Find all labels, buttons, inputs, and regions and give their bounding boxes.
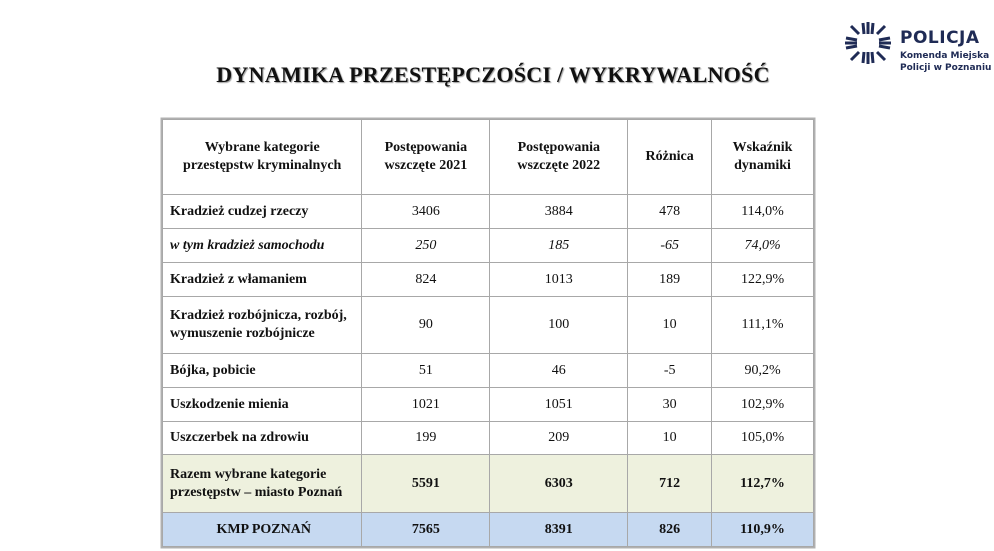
table-row: Kradzież rozbójnicza, rozbój, wymuszenie… bbox=[161, 296, 814, 354]
value-difference: 712 bbox=[627, 454, 713, 513]
crime-dynamics-table: Wybrane kategorie przestępstw kryminalny… bbox=[161, 119, 814, 547]
table-row: Uszkodzenie mienia 1021 1051 30 102,9% bbox=[161, 387, 814, 422]
value-2022: 3884 bbox=[489, 194, 629, 229]
value-2022: 185 bbox=[489, 228, 629, 263]
row-category: Kradzież cudzej rzeczy bbox=[161, 194, 363, 229]
value-2022: 6303 bbox=[489, 454, 629, 513]
table-row: Razem wybrane kategorie przestępstw – mi… bbox=[161, 454, 814, 513]
row-category: Razem wybrane kategorie przestępstw – mi… bbox=[161, 454, 363, 513]
value-2021: 51 bbox=[361, 353, 491, 388]
police-logo: POLICJA Komenda Miejska Policji w Poznan… bbox=[843, 18, 993, 83]
value-difference: -5 bbox=[627, 353, 713, 388]
value-dynamics: 111,1% bbox=[711, 296, 814, 354]
value-2021: 90 bbox=[361, 296, 491, 354]
table-row: KMP POZNAŃ 7565 8391 826 110,9% bbox=[161, 512, 814, 547]
value-dynamics: 102,9% bbox=[711, 387, 814, 422]
table-row: Uszczerbek na zdrowiu 199 209 10 105,0% bbox=[161, 421, 814, 455]
value-dynamics: 122,9% bbox=[711, 262, 814, 297]
value-2021: 1021 bbox=[361, 387, 491, 422]
value-dynamics: 74,0% bbox=[711, 228, 814, 263]
value-2022: 8391 bbox=[489, 512, 629, 547]
table-row: w tym kradzież samochodu 250 185 -65 74,0% bbox=[161, 228, 814, 263]
value-2021: 3406 bbox=[361, 194, 491, 229]
row-category: KMP POZNAŃ bbox=[161, 512, 363, 547]
logo-line2: Policji w Poznaniu bbox=[900, 63, 992, 73]
table-row: Kradzież z włamaniem 824 1013 189 122,9% bbox=[161, 262, 814, 297]
value-dynamics: 114,0% bbox=[711, 194, 814, 229]
header-difference: Różnica bbox=[627, 119, 713, 195]
table-row: Bójka, pobicie 51 46 -5 90,2% bbox=[161, 353, 814, 388]
table-row: Kradzież cudzej rzeczy 3406 3884 478 114,0% bbox=[161, 194, 814, 229]
value-difference: 189 bbox=[627, 262, 713, 297]
row-category: Uszczerbek na zdrowiu bbox=[161, 421, 363, 455]
value-2021: 250 bbox=[361, 228, 491, 263]
row-category: Kradzież rozbójnicza, rozbój, wymuszenie… bbox=[161, 296, 363, 354]
value-2021: 824 bbox=[361, 262, 491, 297]
value-2021: 199 bbox=[361, 421, 491, 455]
value-2022: 100 bbox=[489, 296, 629, 354]
value-dynamics: 90,2% bbox=[711, 353, 814, 388]
value-difference: 478 bbox=[627, 194, 713, 229]
value-2022: 46 bbox=[489, 353, 629, 388]
value-2021: 5591 bbox=[361, 454, 491, 513]
value-dynamics: 110,9% bbox=[711, 512, 814, 547]
header-category: Wybrane kategorie przestępstw kryminalny… bbox=[161, 119, 363, 195]
row-category: w tym kradzież samochodu bbox=[161, 228, 363, 263]
value-difference: -65 bbox=[627, 228, 713, 263]
row-category: Bójka, pobicie bbox=[161, 353, 363, 388]
police-star-icon bbox=[845, 22, 891, 64]
value-difference: 10 bbox=[627, 296, 713, 354]
table-header-row: Wybrane kategorie przestępstw kryminalny… bbox=[161, 119, 814, 195]
slide-title: DYNAMIKA PRZESTĘPCZOŚCI / WYKRYWALNOŚĆ bbox=[216, 62, 770, 87]
value-2022: 1013 bbox=[489, 262, 629, 297]
logo-line1: Komenda Miejska bbox=[900, 51, 990, 61]
row-category: Kradzież z włamaniem bbox=[161, 262, 363, 297]
value-2022: 1051 bbox=[489, 387, 629, 422]
value-difference: 30 bbox=[627, 387, 713, 422]
logo-name: POLICJA bbox=[900, 28, 980, 48]
value-difference: 826 bbox=[627, 512, 713, 547]
header-dynamics: Wskaźnik dynamiki bbox=[711, 119, 814, 195]
value-dynamics: 105,0% bbox=[711, 421, 814, 455]
header-2022: Postępowania wszczęte 2022 bbox=[489, 119, 629, 195]
row-category: Uszkodzenie mienia bbox=[161, 387, 363, 422]
value-2022: 209 bbox=[489, 421, 629, 455]
value-difference: 10 bbox=[627, 421, 713, 455]
header-2021: Postępowania wszczęte 2021 bbox=[361, 119, 491, 195]
value-2021: 7565 bbox=[361, 512, 491, 547]
value-dynamics: 112,7% bbox=[711, 454, 814, 513]
